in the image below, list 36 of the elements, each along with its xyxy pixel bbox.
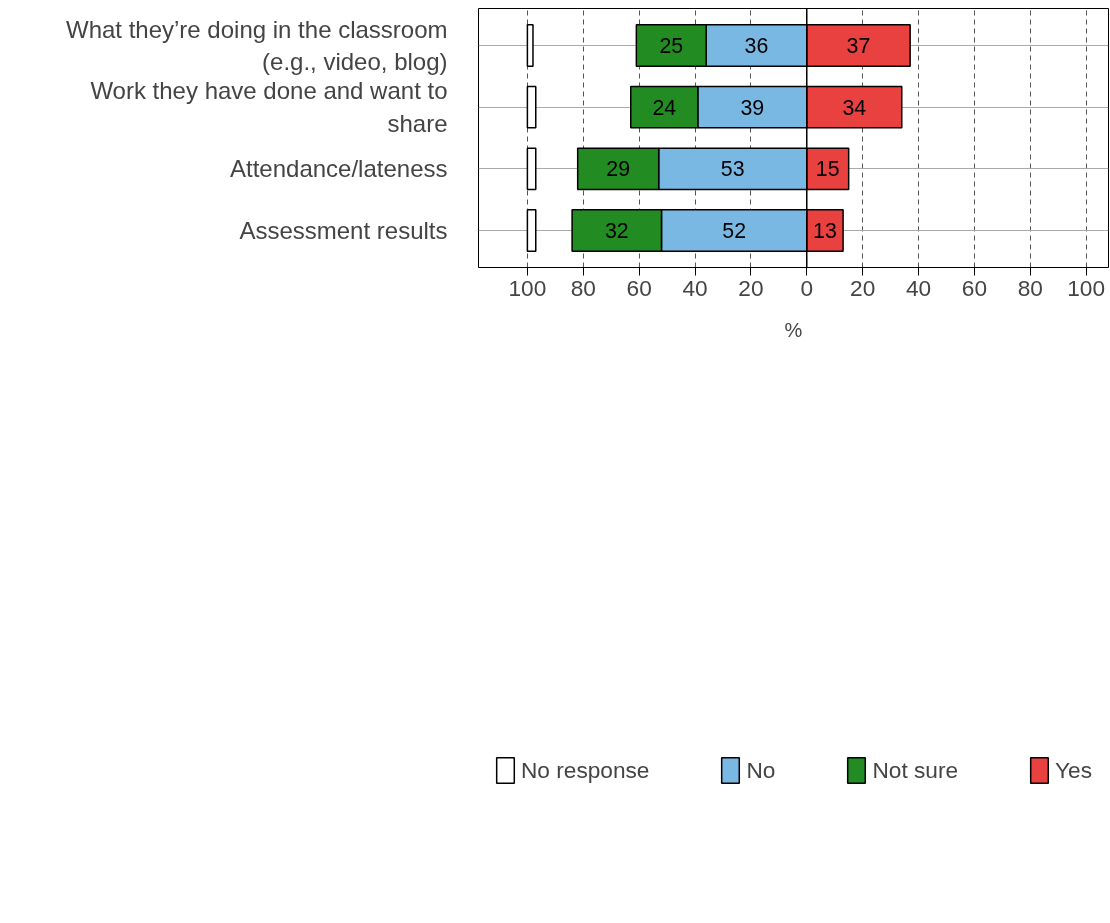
x-tick-label: 20 bbox=[850, 274, 876, 301]
data-label: 36 bbox=[744, 34, 769, 58]
y-tick-label: What they’re doing in the classroom (e.g., video, blog) bbox=[65, 15, 448, 76]
x-axis-title: % bbox=[784, 318, 803, 341]
bar bbox=[526, 147, 537, 191]
data-label: 13 bbox=[813, 219, 837, 243]
y-tick-label: Attendance/lateness bbox=[230, 155, 448, 183]
data-label: 53 bbox=[720, 157, 745, 182]
legend-label: Yes bbox=[1055, 756, 1093, 784]
x-tick-label: 60 bbox=[961, 274, 987, 301]
data-label: 39 bbox=[740, 95, 765, 120]
x-tick-label: 60 bbox=[626, 274, 652, 301]
data-label: 52 bbox=[722, 219, 746, 243]
x-tick-label: 0 bbox=[800, 274, 814, 301]
x-tick-label: 100 bbox=[1067, 274, 1106, 301]
x-tick-label: 80 bbox=[1017, 274, 1043, 301]
x-tick-label: 40 bbox=[682, 274, 708, 301]
bar bbox=[526, 24, 534, 67]
y-tick-label: Work they have done and want to share bbox=[90, 77, 448, 137]
legend-label: No response bbox=[520, 756, 650, 784]
legend-label: No bbox=[746, 756, 776, 784]
data-label: 29 bbox=[606, 157, 631, 182]
y-tick-label: Assessment results bbox=[239, 217, 448, 244]
legend-label: Not sure bbox=[872, 756, 959, 784]
data-label: 34 bbox=[842, 95, 867, 120]
bar bbox=[526, 209, 537, 252]
x-tick-label: 20 bbox=[738, 274, 764, 301]
data-label: 32 bbox=[604, 219, 629, 243]
x-tick-label: 40 bbox=[905, 274, 932, 301]
x-tick-label: 100 bbox=[508, 274, 547, 301]
data-label: 25 bbox=[659, 34, 684, 58]
data-label: 15 bbox=[815, 157, 840, 182]
x-tick-label: 80 bbox=[570, 274, 596, 301]
bar bbox=[526, 85, 537, 129]
data-label: 37 bbox=[846, 34, 871, 58]
data-label: 24 bbox=[652, 95, 677, 120]
